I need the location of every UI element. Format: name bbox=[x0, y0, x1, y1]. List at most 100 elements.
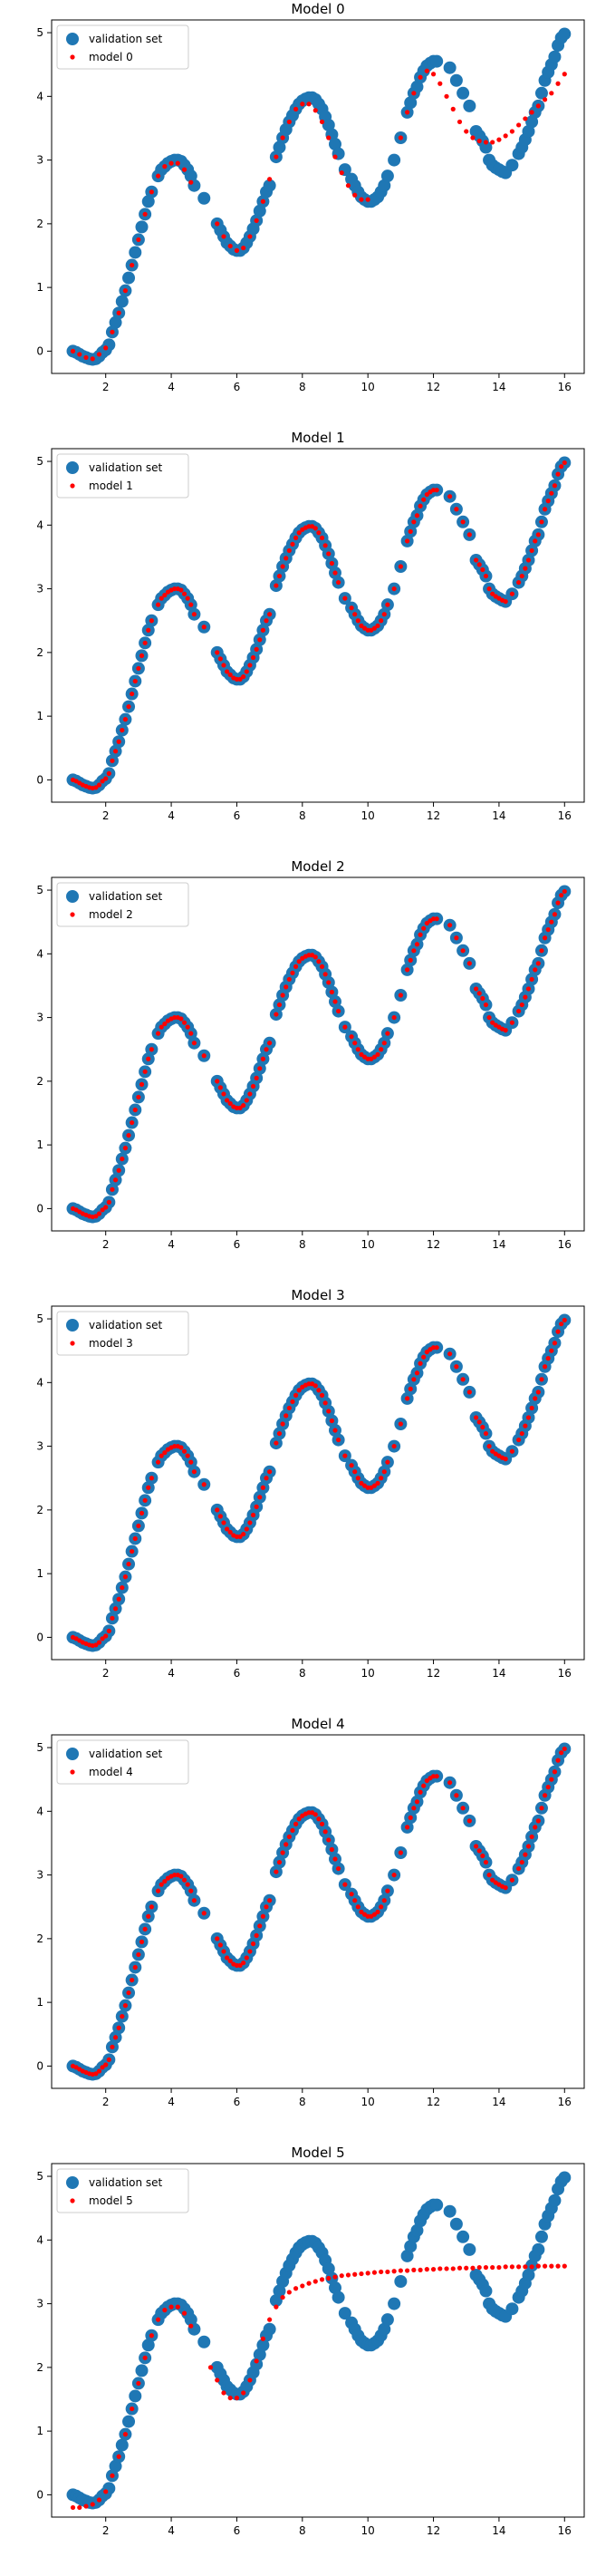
model-point bbox=[110, 1615, 115, 1621]
model-point bbox=[126, 1132, 131, 1138]
model-point bbox=[286, 1834, 292, 1840]
model-point bbox=[332, 999, 338, 1004]
model-point bbox=[411, 1806, 417, 1811]
model-point bbox=[185, 596, 190, 601]
model-point bbox=[293, 2286, 299, 2291]
model-point bbox=[454, 507, 459, 512]
validation-point bbox=[328, 138, 341, 151]
model-point bbox=[391, 1443, 397, 1449]
model-point bbox=[555, 1758, 561, 1763]
model-point bbox=[464, 129, 469, 134]
model-point bbox=[172, 1443, 178, 1449]
plot-frame bbox=[51, 19, 585, 374]
y-tick-label: 0 bbox=[36, 2488, 43, 2501]
model-point bbox=[424, 2267, 429, 2272]
model-point bbox=[244, 1526, 249, 1532]
legend-validation-marker bbox=[66, 461, 79, 474]
model-point bbox=[391, 586, 397, 592]
model-point bbox=[156, 1459, 161, 1465]
model-point bbox=[349, 1892, 354, 1897]
legend-model-label: model 1 bbox=[89, 479, 133, 492]
model-point bbox=[424, 491, 429, 498]
model-point bbox=[414, 942, 420, 947]
model-point bbox=[437, 81, 443, 86]
model-point bbox=[529, 1405, 534, 1411]
model-point bbox=[290, 1399, 295, 1405]
model-point bbox=[503, 2264, 508, 2270]
legend-box bbox=[56, 453, 189, 499]
model-point bbox=[312, 1812, 318, 1817]
model-point bbox=[336, 579, 341, 586]
validation-point bbox=[505, 159, 519, 172]
model-point bbox=[247, 1091, 253, 1097]
model-point bbox=[405, 538, 410, 544]
model-point bbox=[168, 160, 174, 166]
model-point bbox=[480, 995, 485, 1002]
model-point bbox=[156, 602, 161, 607]
model-point bbox=[529, 2264, 534, 2270]
model-point bbox=[110, 329, 115, 334]
model-point bbox=[552, 1769, 558, 1775]
model-point bbox=[122, 1146, 129, 1151]
model-point bbox=[116, 310, 121, 315]
model-point bbox=[96, 2068, 102, 2074]
model-point bbox=[408, 1815, 413, 1820]
model-point bbox=[332, 570, 338, 576]
model-point bbox=[349, 1463, 354, 1468]
model-point bbox=[430, 2267, 437, 2272]
model-point bbox=[120, 1584, 125, 1591]
x-tick-label: 12 bbox=[427, 1667, 440, 1680]
model-point bbox=[267, 1898, 273, 1903]
validation-point bbox=[525, 115, 539, 129]
model-point bbox=[555, 2263, 561, 2269]
validation-point bbox=[122, 271, 136, 285]
validation-point bbox=[122, 2415, 136, 2428]
model-point bbox=[156, 2317, 161, 2322]
model-point bbox=[237, 1962, 243, 1968]
model-point bbox=[103, 1633, 109, 1639]
model-point bbox=[284, 984, 289, 990]
y-tick-label: 1 bbox=[36, 1567, 43, 1580]
model-point bbox=[293, 964, 299, 969]
model-point bbox=[405, 2268, 410, 2273]
model-point bbox=[122, 2003, 129, 2009]
legend-model-marker bbox=[70, 54, 75, 60]
x-tick-label: 14 bbox=[492, 2096, 505, 2108]
x-tick-label: 6 bbox=[234, 2096, 241, 2108]
model-point bbox=[316, 530, 322, 536]
model-point bbox=[336, 1008, 341, 1014]
model-point bbox=[142, 640, 148, 645]
model-point bbox=[201, 1911, 207, 1916]
model-point bbox=[424, 920, 429, 926]
model-point bbox=[457, 119, 463, 125]
validation-point bbox=[410, 80, 424, 93]
model-point bbox=[503, 1028, 508, 1033]
model-point bbox=[391, 1872, 397, 1878]
legend-model-marker bbox=[70, 1769, 75, 1775]
validation-point bbox=[388, 153, 401, 167]
model-point bbox=[466, 1390, 472, 1395]
x-tick-label: 14 bbox=[492, 381, 505, 393]
model-point bbox=[533, 1825, 538, 1830]
model-point bbox=[162, 1879, 168, 1884]
y-tick-label: 4 bbox=[36, 90, 43, 102]
legend-model-label: model 0 bbox=[89, 51, 133, 63]
model-point bbox=[274, 1869, 279, 1874]
model-point bbox=[490, 2264, 495, 2271]
model-point bbox=[247, 2377, 253, 2383]
model-point bbox=[322, 1400, 328, 1406]
validation-point bbox=[430, 54, 444, 68]
model-point bbox=[533, 538, 538, 544]
model-point bbox=[352, 612, 358, 617]
model-point bbox=[250, 1083, 256, 1089]
legend-box bbox=[56, 2168, 189, 2213]
validation-point bbox=[449, 73, 463, 87]
model-point bbox=[126, 1561, 131, 1567]
model-point bbox=[77, 352, 82, 357]
model-point bbox=[509, 2264, 514, 2270]
y-tick-label: 4 bbox=[36, 947, 43, 960]
model-point bbox=[355, 1476, 360, 1481]
model-point bbox=[421, 1354, 427, 1360]
